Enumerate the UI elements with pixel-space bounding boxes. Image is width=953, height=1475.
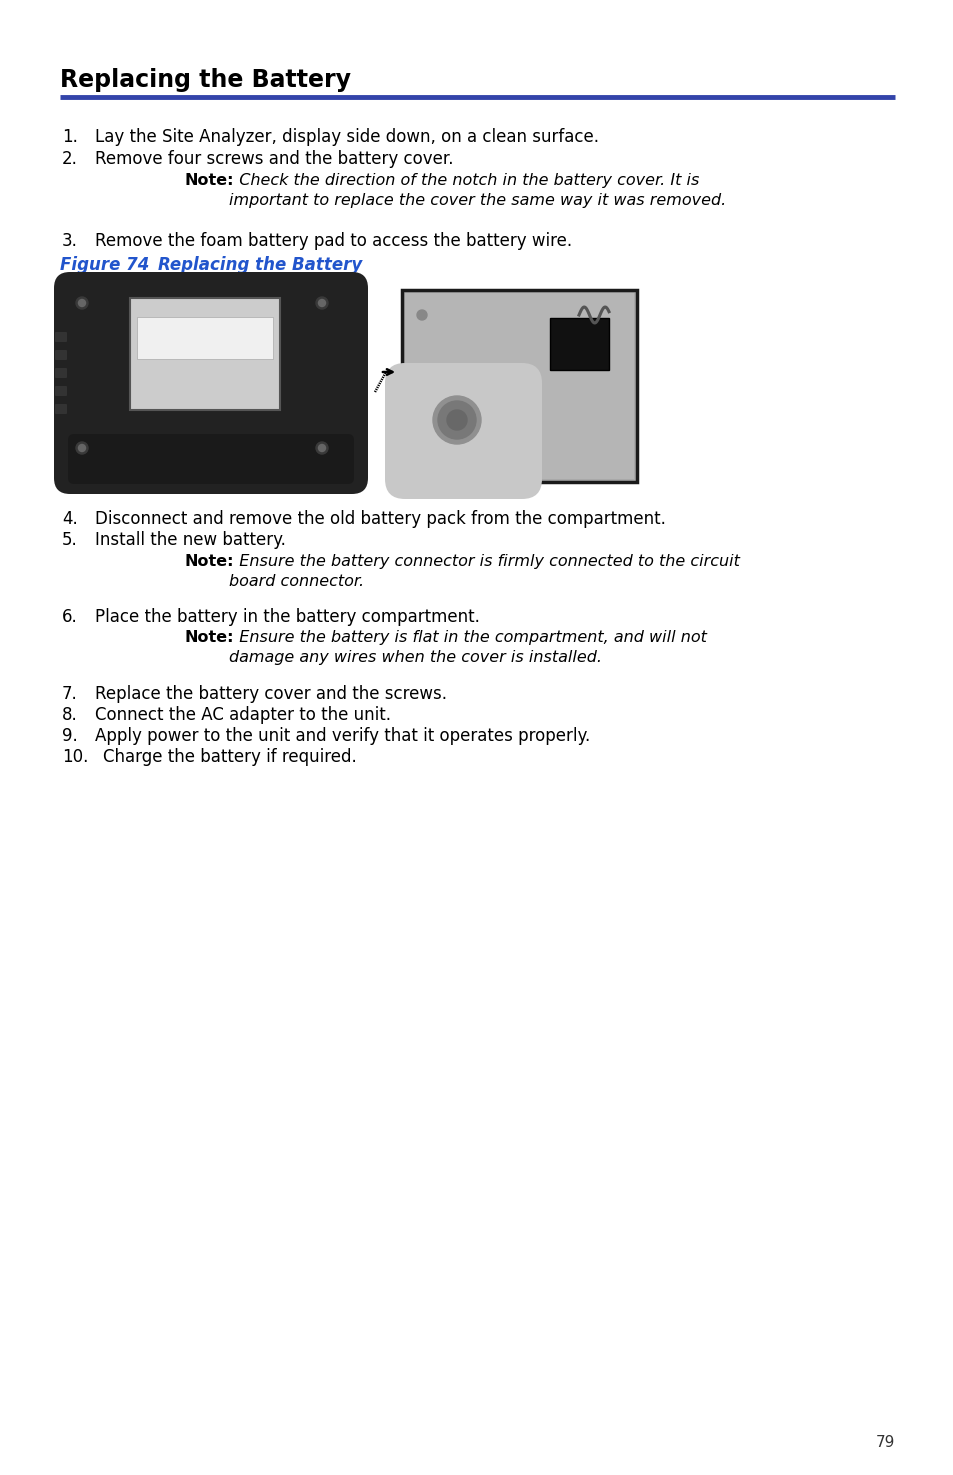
Text: Note:: Note: (185, 555, 234, 569)
Circle shape (78, 299, 86, 307)
Circle shape (433, 395, 480, 444)
Circle shape (437, 401, 476, 440)
FancyBboxPatch shape (54, 271, 368, 494)
FancyBboxPatch shape (55, 386, 67, 395)
Text: Replacing the Battery: Replacing the Battery (60, 68, 351, 91)
Text: Ensure the battery is flat in the compartment, and will not: Ensure the battery is flat in the compar… (229, 630, 706, 645)
Circle shape (78, 444, 86, 451)
Text: Place the battery in the battery compartment.: Place the battery in the battery compart… (95, 608, 479, 625)
Circle shape (315, 296, 328, 308)
Text: Charge the battery if required.: Charge the battery if required. (103, 748, 356, 766)
Text: Lay the Site Analyzer, display side down, on a clean surface.: Lay the Site Analyzer, display side down… (95, 128, 598, 146)
Text: Remove four screws and the battery cover.: Remove four screws and the battery cover… (95, 150, 453, 168)
FancyBboxPatch shape (55, 404, 67, 414)
Text: Note:: Note: (185, 630, 234, 645)
Text: 2.: 2. (62, 150, 78, 168)
Text: board connector.: board connector. (229, 574, 364, 589)
Text: Figure 74: Figure 74 (60, 257, 150, 274)
Text: 7.: 7. (62, 684, 77, 704)
Circle shape (318, 299, 325, 307)
Text: 79: 79 (875, 1435, 894, 1450)
Text: Connect the AC adapter to the unit.: Connect the AC adapter to the unit. (95, 707, 391, 724)
FancyBboxPatch shape (55, 350, 67, 360)
Text: Replacing the Battery: Replacing the Battery (135, 257, 362, 274)
Text: Ensure the battery connector is firmly connected to the circuit: Ensure the battery connector is firmly c… (229, 555, 740, 569)
Text: Check the direction of the notch in the battery cover. It is: Check the direction of the notch in the … (229, 173, 699, 187)
Circle shape (315, 442, 328, 454)
Text: Replace the battery cover and the screws.: Replace the battery cover and the screws… (95, 684, 447, 704)
Text: 9.: 9. (62, 727, 77, 745)
Text: 3.: 3. (62, 232, 78, 249)
FancyBboxPatch shape (405, 294, 634, 479)
FancyBboxPatch shape (55, 367, 67, 378)
Circle shape (76, 296, 88, 308)
Text: Note:: Note: (185, 173, 234, 187)
FancyBboxPatch shape (137, 317, 273, 358)
Text: Install the new battery.: Install the new battery. (95, 531, 286, 549)
Text: 4.: 4. (62, 510, 77, 528)
Circle shape (447, 410, 467, 431)
FancyBboxPatch shape (550, 319, 608, 370)
Text: Remove the foam battery pad to access the battery wire.: Remove the foam battery pad to access th… (95, 232, 572, 249)
Text: damage any wires when the cover is installed.: damage any wires when the cover is insta… (229, 650, 601, 665)
Text: 1.: 1. (62, 128, 78, 146)
FancyBboxPatch shape (130, 298, 280, 410)
FancyBboxPatch shape (55, 332, 67, 342)
Circle shape (416, 310, 427, 320)
Circle shape (318, 444, 325, 451)
Text: 6.: 6. (62, 608, 77, 625)
Text: 5.: 5. (62, 531, 77, 549)
Text: 8.: 8. (62, 707, 77, 724)
FancyBboxPatch shape (385, 363, 541, 499)
Circle shape (76, 442, 88, 454)
FancyBboxPatch shape (68, 434, 354, 484)
Text: 10.: 10. (62, 748, 89, 766)
Text: Disconnect and remove the old battery pack from the compartment.: Disconnect and remove the old battery pa… (95, 510, 665, 528)
Text: Apply power to the unit and verify that it operates properly.: Apply power to the unit and verify that … (95, 727, 590, 745)
FancyBboxPatch shape (401, 291, 637, 482)
Text: important to replace the cover the same way it was removed.: important to replace the cover the same … (229, 193, 725, 208)
